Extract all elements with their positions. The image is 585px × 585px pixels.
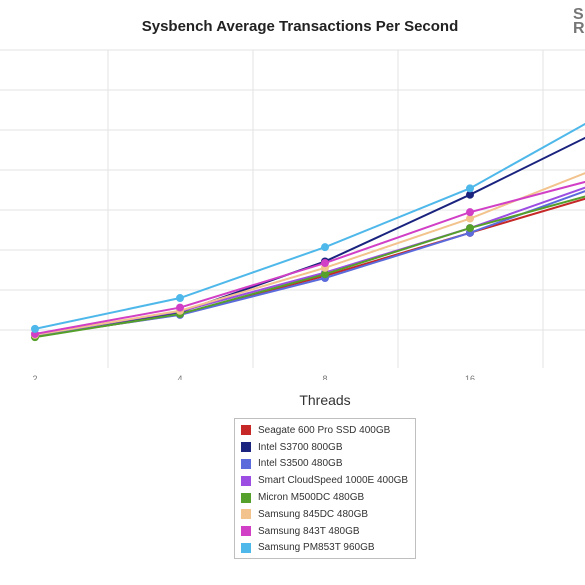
legend-item: Samsung PM853T 960GB [235,540,415,557]
legend-item: Intel S3500 480GB [235,456,415,473]
series-line-4 [34,195,585,339]
legend-swatch [241,526,251,537]
legend-swatch [241,442,251,453]
data-point [321,259,329,268]
series-line-5 [34,172,585,336]
legend-item: Intel S3700 800GB [235,439,415,456]
legend-item: Seagate 600 Pro SSD 400GB [235,422,415,439]
x-tick-label: 2 [32,374,37,380]
legend-swatch [241,542,251,553]
legend-swatch [241,458,251,469]
legend-label: Micron M500DC 480GB [258,492,365,504]
data-point [321,243,329,252]
data-point [466,184,474,193]
legend-item: Micron M500DC 480GB [235,489,415,506]
legend-label: Intel S3700 800GB [258,441,343,453]
legend-label: Samsung PM853T 960GB [258,542,375,554]
site-logo: S R [573,6,585,37]
data-point [466,224,474,233]
data-point [321,270,329,279]
series-line-1 [34,136,585,337]
legend-swatch [241,492,251,503]
legend-item: Smart CloudSpeed 1000E 400GB [235,472,415,489]
series-line-0 [34,197,585,338]
data-point [466,214,474,223]
x-axis-label: Threads [299,392,351,408]
legend-swatch [241,509,251,520]
legend-label: Smart CloudSpeed 1000E 400GB [258,475,409,487]
legend-swatch [241,425,251,436]
data-point [176,294,184,303]
x-tick-label: 8 [322,374,327,380]
legend-label: Samsung 845DC 480GB [258,508,369,520]
logo-letter-bottom: R [573,20,585,37]
logo-letter-top: S [573,6,584,23]
legend-label: Samsung 843T 480GB [258,525,360,537]
data-point [466,190,474,199]
legend-item: Samsung 843T 480GB [235,523,415,540]
series-line-7 [34,122,585,330]
data-point [176,303,184,312]
series-line-6 [34,180,585,335]
line-chart: 2 4 8 16 [0,49,585,380]
x-tick-label: 4 [177,374,182,380]
legend-swatch [241,475,251,486]
data-point [31,324,39,333]
chart-title: Sysbench Average Transactions Per Second [141,18,459,35]
legend-item: Samsung 845DC 480GB [235,506,415,523]
legend: Seagate 600 Pro SSD 400GB Intel S3700 800… [234,418,416,560]
legend-label: Seagate 600 Pro SSD 400GB [258,424,391,436]
x-tick-label: 16 [465,374,475,380]
data-point [466,208,474,217]
legend-label: Intel S3500 480GB [258,458,343,470]
